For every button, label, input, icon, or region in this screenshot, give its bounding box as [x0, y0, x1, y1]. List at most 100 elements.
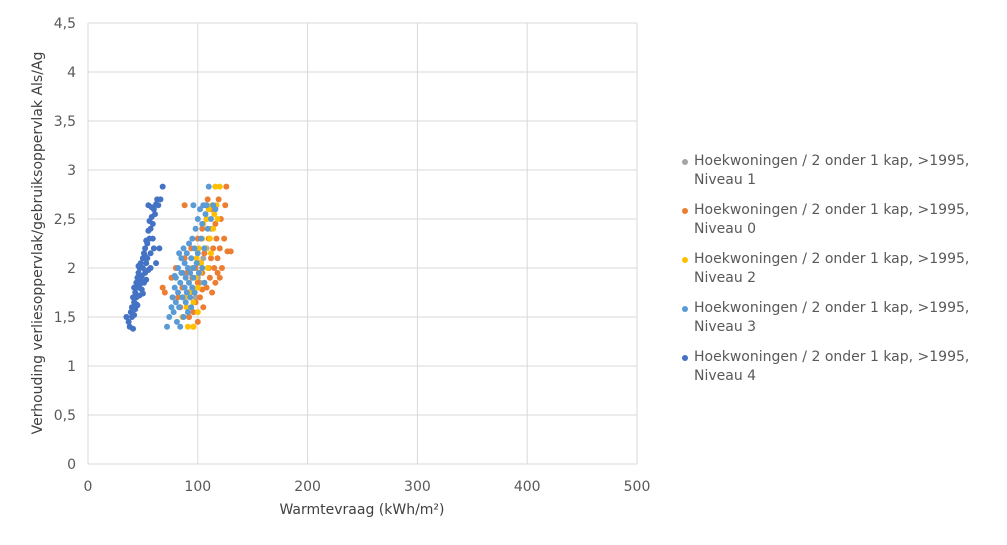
data-point — [161, 289, 168, 296]
legend-label: Hoekwoningen / 2 onder 1 kap, >1995, Niv… — [694, 300, 970, 335]
y-tick-label: 4 — [67, 65, 76, 81]
data-point — [175, 265, 182, 271]
data-point — [209, 289, 216, 296]
data-point — [151, 211, 158, 218]
data-point — [194, 250, 201, 257]
chart-points — [123, 183, 234, 332]
x-axis-ticks: 0 100 200 300 400 500 — [84, 479, 651, 495]
y-axis-title: Verhouding verliesoppervlak/gebruiksoppe… — [30, 52, 46, 435]
data-point — [195, 245, 202, 252]
data-point — [172, 299, 179, 306]
data-point — [133, 301, 140, 308]
data-point — [214, 216, 221, 222]
data-point — [181, 202, 188, 209]
y-tick-label: 0 — [67, 457, 76, 473]
chart-gridlines — [87, 22, 638, 465]
data-point — [178, 255, 185, 262]
data-point — [194, 309, 201, 316]
data-point — [194, 216, 201, 222]
data-point — [204, 196, 211, 203]
data-point — [166, 314, 173, 320]
legend-item: Hoekwoningen / 2 onder 1 kap, >1995, Niv… — [682, 201, 1002, 239]
data-point — [190, 309, 197, 316]
chart-legend: Hoekwoningen / 2 onder 1 kap, >1995, Niv… — [682, 152, 1002, 397]
data-point — [190, 299, 197, 306]
data-point — [212, 279, 219, 286]
legend-marker — [682, 208, 688, 214]
data-point — [168, 304, 175, 311]
y-tick-label: 2,5 — [54, 212, 76, 228]
data-point — [145, 202, 152, 209]
data-point — [205, 183, 212, 190]
data-point — [142, 253, 149, 260]
y-tick-label: 4,5 — [54, 16, 76, 32]
data-point — [212, 220, 219, 227]
data-point — [204, 265, 211, 271]
data-point — [211, 265, 218, 271]
data-point — [147, 265, 154, 271]
data-point — [214, 255, 221, 262]
y-tick-label: 1 — [67, 359, 76, 375]
data-point — [207, 216, 214, 222]
legend-label: Hoekwoningen / 2 onder 1 kap, >1995, Niv… — [694, 153, 970, 188]
data-point — [206, 235, 213, 242]
data-point — [170, 309, 177, 316]
data-point — [203, 216, 210, 222]
data-point — [200, 255, 207, 262]
data-point — [180, 245, 187, 252]
data-point — [147, 225, 154, 232]
data-point — [182, 274, 189, 281]
data-point — [155, 202, 162, 209]
data-point — [190, 323, 197, 330]
data-point — [195, 269, 202, 276]
data-point — [202, 211, 209, 218]
legend-label: Hoekwoningen / 2 onder 1 kap, >1995, Niv… — [694, 349, 970, 384]
data-point — [206, 274, 213, 281]
data-point — [198, 260, 205, 267]
data-point — [147, 250, 154, 257]
data-point — [218, 265, 225, 271]
data-point — [187, 294, 194, 301]
data-point — [196, 206, 203, 213]
data-point — [183, 304, 190, 311]
legend-marker — [682, 257, 688, 263]
data-point — [176, 250, 183, 257]
legend-item: Hoekwoningen / 2 onder 1 kap, >1995, Niv… — [682, 152, 1002, 190]
data-point — [194, 284, 201, 291]
data-point — [123, 314, 130, 320]
data-point — [180, 314, 187, 320]
data-point — [142, 245, 149, 252]
data-point — [222, 202, 229, 209]
data-point — [190, 202, 197, 209]
data-point — [179, 294, 186, 301]
data-point — [189, 235, 196, 242]
y-tick-label: 1,5 — [54, 310, 76, 326]
data-point — [149, 220, 156, 227]
data-point — [216, 183, 223, 190]
data-point — [207, 255, 214, 262]
data-point — [193, 255, 200, 262]
y-tick-label: 3,5 — [54, 114, 76, 130]
x-tick-label: 200 — [294, 479, 321, 495]
data-point — [175, 289, 182, 296]
data-point — [215, 196, 222, 203]
x-tick-label: 400 — [514, 479, 541, 495]
x-tick-label: 100 — [184, 479, 211, 495]
data-point — [183, 289, 190, 296]
data-point — [157, 196, 164, 203]
data-point — [125, 318, 132, 325]
data-point — [196, 294, 203, 301]
legend-label: Hoekwoningen / 2 onder 1 kap, >1995, Niv… — [694, 202, 970, 237]
x-axis-title: Warmtevraag (kWh/m²) — [279, 502, 444, 518]
data-point — [227, 248, 234, 255]
legend-item: Hoekwoningen / 2 onder 1 kap, >1995, Niv… — [682, 299, 1002, 337]
data-point — [194, 279, 201, 286]
data-point — [199, 225, 206, 232]
data-point — [139, 290, 146, 297]
data-point — [191, 289, 198, 296]
data-point — [210, 245, 217, 252]
data-point — [153, 260, 160, 267]
data-point — [212, 206, 219, 213]
data-point — [187, 269, 194, 276]
data-point — [207, 250, 214, 257]
